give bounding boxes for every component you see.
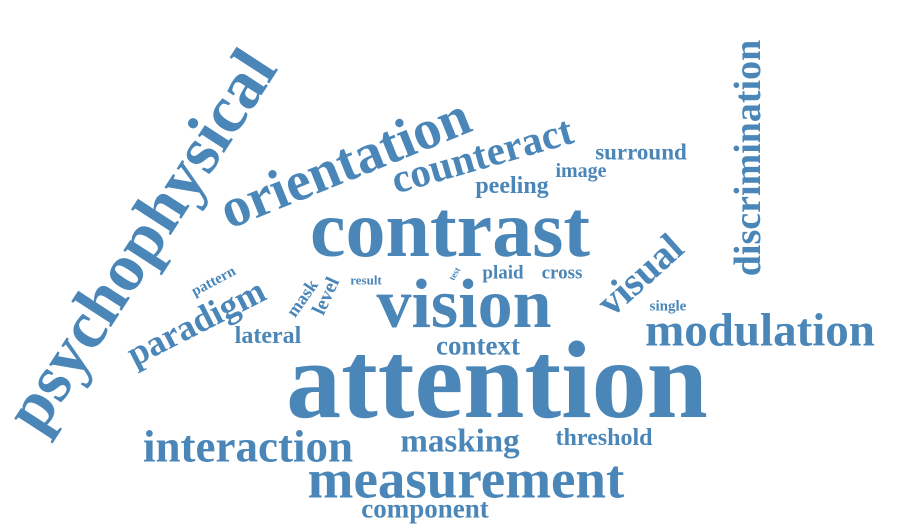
word-single: single [649,298,687,315]
word-discrimination: discrimination [727,39,769,277]
word-image: image [555,160,607,182]
word-interaction: interaction [143,421,353,472]
word-component: component [361,493,489,524]
word-plaid: plaid [482,262,524,284]
word-result: result [350,272,382,288]
word-attention: attention [286,319,708,441]
word-masking: masking [400,423,520,460]
word-modulation: modulation [645,304,875,357]
word-vision: vision [376,266,552,343]
word-measurement: measurement [307,448,625,510]
word-surround: surround [595,139,687,165]
word-threshold: threshold [555,425,653,451]
word-cross: cross [541,262,583,284]
word-context: context [436,330,520,361]
word-peeling: peeling [475,173,549,199]
word-psychophysical: psychophysical [0,35,292,445]
word-contrast: contrast [310,186,590,274]
word-lateral: lateral [234,323,302,349]
